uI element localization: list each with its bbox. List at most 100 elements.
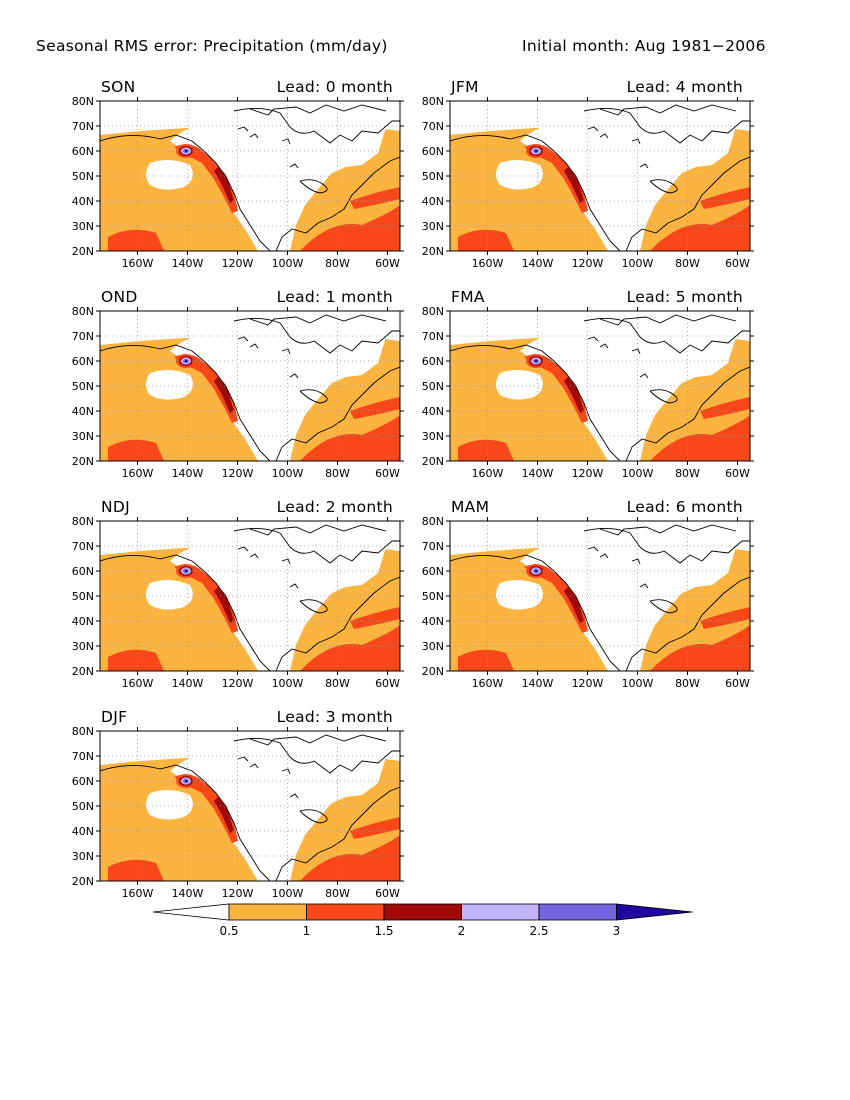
lon-tick-label: 140W [172,257,204,270]
lon-tick-label: 100W [272,257,304,270]
lat-tick-label: 40N [422,195,444,208]
lon-tick-label: 60W [725,467,750,480]
rms-error-field [450,521,750,671]
lon-tick-label: 100W [272,677,304,690]
rms-error-field [100,521,400,671]
season-label: DJF [101,708,127,726]
lat-tick-label: 50N [72,590,94,603]
colorbar-segment [228,903,307,921]
lon-tick-label: 160W [472,677,504,690]
lat-tick-label: 50N [72,800,94,813]
colorbar-label: 2.5 [529,924,548,938]
lat-tick-label: 20N [422,455,444,468]
lat-tick-label: 70N [422,540,444,553]
lead-label: Lead: 2 month [277,498,393,516]
lon-tick-label: 120W [222,257,254,270]
lat-tick-label: 30N [72,640,94,653]
lead-label: Lead: 1 month [277,288,393,306]
lon-tick-label: 100W [272,467,304,480]
lon-tick-label: 100W [622,467,654,480]
lat-tick-label: 60N [422,145,444,158]
lon-tick-label: 80W [325,887,350,900]
lon-tick-label: 140W [172,887,204,900]
colorbar-high-arrow [616,903,693,921]
rms-error-field [100,731,400,881]
lon-tick-label: 80W [675,257,700,270]
lat-tick-label: 20N [72,875,94,888]
lon-tick-label: 60W [725,677,750,690]
lon-tick-label: 80W [325,257,350,270]
lead-label: Lead: 6 month [627,498,743,516]
lat-tick-label: 30N [72,430,94,443]
lat-tick-label: 80N [72,515,94,528]
lead-label: Lead: 0 month [277,78,393,96]
map-panel: JFM Lead: 4 month 80N 70N 60N 50N 40N 30N 20N 160… [422,78,754,270]
lat-tick-label: 60N [72,565,94,578]
lon-tick-label: 120W [572,257,604,270]
season-label: MAM [451,498,489,516]
lat-tick-label: 80N [422,95,444,108]
lon-tick-label: 140W [172,467,204,480]
lat-tick-label: 70N [72,750,94,763]
lat-tick-label: 40N [72,615,94,628]
lat-tick-label: 70N [422,120,444,133]
lat-tick-label: 50N [422,380,444,393]
lon-tick-label: 120W [222,887,254,900]
lon-tick-label: 100W [622,677,654,690]
lon-tick-label: 100W [272,887,304,900]
colorbar-label: 0.5 [219,924,238,938]
lon-tick-label: 120W [572,677,604,690]
colorbar-segment [306,903,385,921]
lat-tick-label: 40N [422,615,444,628]
lon-tick-label: 80W [675,467,700,480]
panel-grid: SON Lead: 0 month 80N 70N 60N 50N 40N 30N 20N 160… [72,78,754,900]
lead-label: Lead: 4 month [627,78,743,96]
lat-tick-label: 30N [72,850,94,863]
lon-tick-label: 120W [572,467,604,480]
lead-label: Lead: 3 month [277,708,393,726]
lon-tick-label: 160W [122,887,154,900]
season-label: NDJ [101,498,130,516]
lat-tick-label: 70N [72,540,94,553]
lat-tick-label: 20N [72,665,94,678]
lat-tick-label: 30N [422,430,444,443]
lat-tick-label: 50N [72,170,94,183]
map-panel: OND Lead: 1 month 80N 70N 60N 50N 40N 30N 20N 160… [72,288,404,480]
lat-tick-label: 60N [422,565,444,578]
lat-tick-label: 50N [422,170,444,183]
colorbar-segment [538,903,617,921]
lon-tick-label: 60W [375,467,400,480]
lon-tick-label: 120W [222,677,254,690]
lon-tick-label: 120W [222,467,254,480]
lat-tick-label: 30N [422,220,444,233]
lead-label: Lead: 5 month [627,288,743,306]
lon-tick-label: 160W [472,257,504,270]
lat-tick-label: 40N [72,405,94,418]
lat-tick-label: 30N [422,640,444,653]
lon-tick-label: 140W [522,257,554,270]
lon-tick-label: 160W [122,257,154,270]
lat-tick-label: 50N [422,590,444,603]
lat-tick-label: 50N [72,380,94,393]
lat-tick-label: 80N [72,305,94,318]
lon-tick-label: 160W [472,467,504,480]
lat-tick-label: 30N [72,220,94,233]
lat-tick-label: 70N [72,330,94,343]
lon-tick-label: 80W [675,677,700,690]
lon-tick-label: 160W [122,467,154,480]
lat-tick-label: 60N [72,355,94,368]
colorbar-low-arrow [152,903,230,921]
season-label: OND [101,288,138,306]
lat-tick-label: 80N [72,725,94,738]
colorbar-label: 2 [458,924,466,938]
lon-tick-label: 60W [375,677,400,690]
lat-tick-label: 40N [422,405,444,418]
lat-tick-label: 40N [72,825,94,838]
map-panel: NDJ Lead: 2 month 80N 70N 60N 50N 40N 30N 20N 160… [72,498,404,690]
colorbar: 0.5 1 1.5 2 2.5 3 [152,903,693,938]
colorbar-segment [461,903,540,921]
lon-tick-label: 100W [622,257,654,270]
rms-error-field [450,311,750,461]
lat-tick-label: 60N [422,355,444,368]
